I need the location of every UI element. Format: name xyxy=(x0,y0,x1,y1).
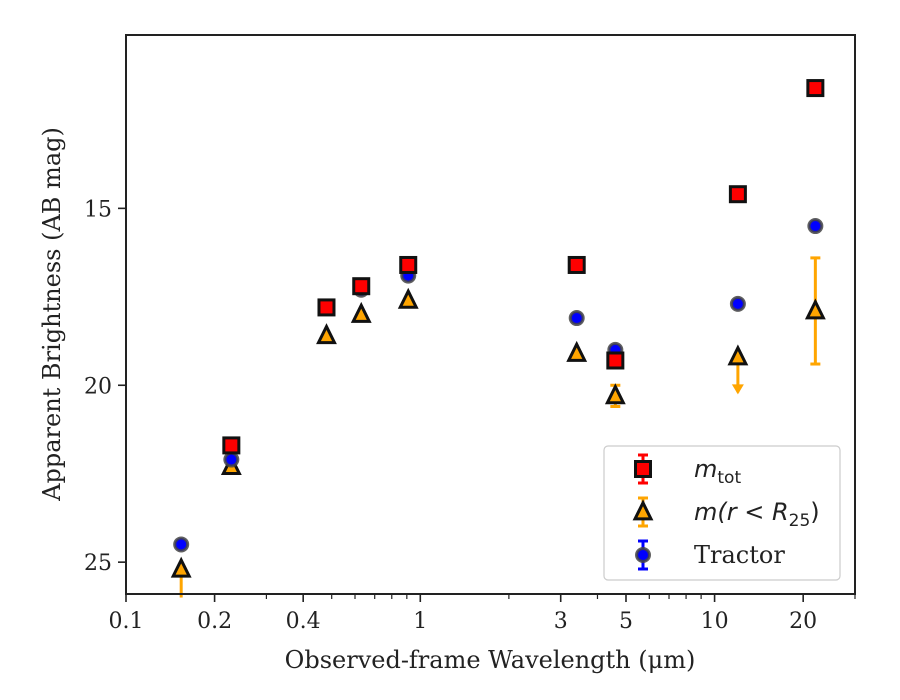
data-point xyxy=(604,383,626,405)
legend-label: mtot xyxy=(694,455,741,488)
data-point xyxy=(566,340,588,362)
x-tick-label: 0.4 xyxy=(286,609,321,634)
legend-label-subscript: 25 xyxy=(789,511,811,531)
data-point xyxy=(170,556,192,578)
y-axis-label: Apparent Brightness (AB mag) xyxy=(38,127,66,502)
data-point xyxy=(316,323,337,345)
legend-label: Tractor xyxy=(694,541,785,569)
data-point xyxy=(399,255,418,274)
legend-label-main: m(r < R xyxy=(694,498,789,526)
x-tick-label: 5 xyxy=(619,609,633,634)
data-point xyxy=(807,218,824,235)
y-tick-label: 15 xyxy=(84,197,112,222)
x-tick-label: 1 xyxy=(413,609,427,634)
x-tick-label: 0.1 xyxy=(109,609,144,634)
legend-label-main: m xyxy=(694,455,717,483)
legend-label-main: Tractor xyxy=(694,541,785,569)
x-tick-label: 3 xyxy=(554,609,568,634)
upper-limit-arrow xyxy=(731,384,744,395)
data-point xyxy=(397,287,419,309)
legend-marker-triangle xyxy=(632,499,654,521)
legend-label: m(r < R25) xyxy=(694,498,820,531)
plot-frame xyxy=(125,34,856,595)
series-triangle xyxy=(170,256,826,598)
x-tick-label: 20 xyxy=(789,609,817,634)
data-point xyxy=(806,79,825,98)
legend: mtot m(r < R25) Tractor xyxy=(603,445,841,581)
legend-marker-square xyxy=(634,460,652,478)
data-point xyxy=(173,536,190,553)
y-tick-label: 25 xyxy=(84,551,112,576)
marks-layer xyxy=(170,79,826,598)
series-square xyxy=(222,79,825,455)
x-tick-label: 10 xyxy=(701,609,729,634)
data-point xyxy=(606,351,625,370)
data-point xyxy=(352,277,371,296)
data-point xyxy=(729,295,746,312)
y-tick-label: 20 xyxy=(84,374,112,399)
data-point xyxy=(350,301,372,323)
legend-label-tail: ) xyxy=(810,498,819,526)
x-tick-label: 0.2 xyxy=(197,609,232,634)
data-point xyxy=(727,344,749,366)
legend-marker-circle xyxy=(635,547,651,563)
legend-label-subscript: tot xyxy=(717,468,741,488)
x-axis-label: Observed-frame Wavelength (μm) xyxy=(285,646,696,674)
legend-box xyxy=(603,445,841,581)
data-point xyxy=(223,451,240,468)
data-point xyxy=(728,185,747,204)
data-point xyxy=(317,298,336,317)
data-point xyxy=(804,298,826,320)
data-point xyxy=(568,310,585,327)
data-point xyxy=(222,436,241,455)
data-point xyxy=(567,255,586,274)
ticks-layer: 0.1 0.2 0.4 1 3 5 10 20 15 20 25 xyxy=(84,197,856,634)
